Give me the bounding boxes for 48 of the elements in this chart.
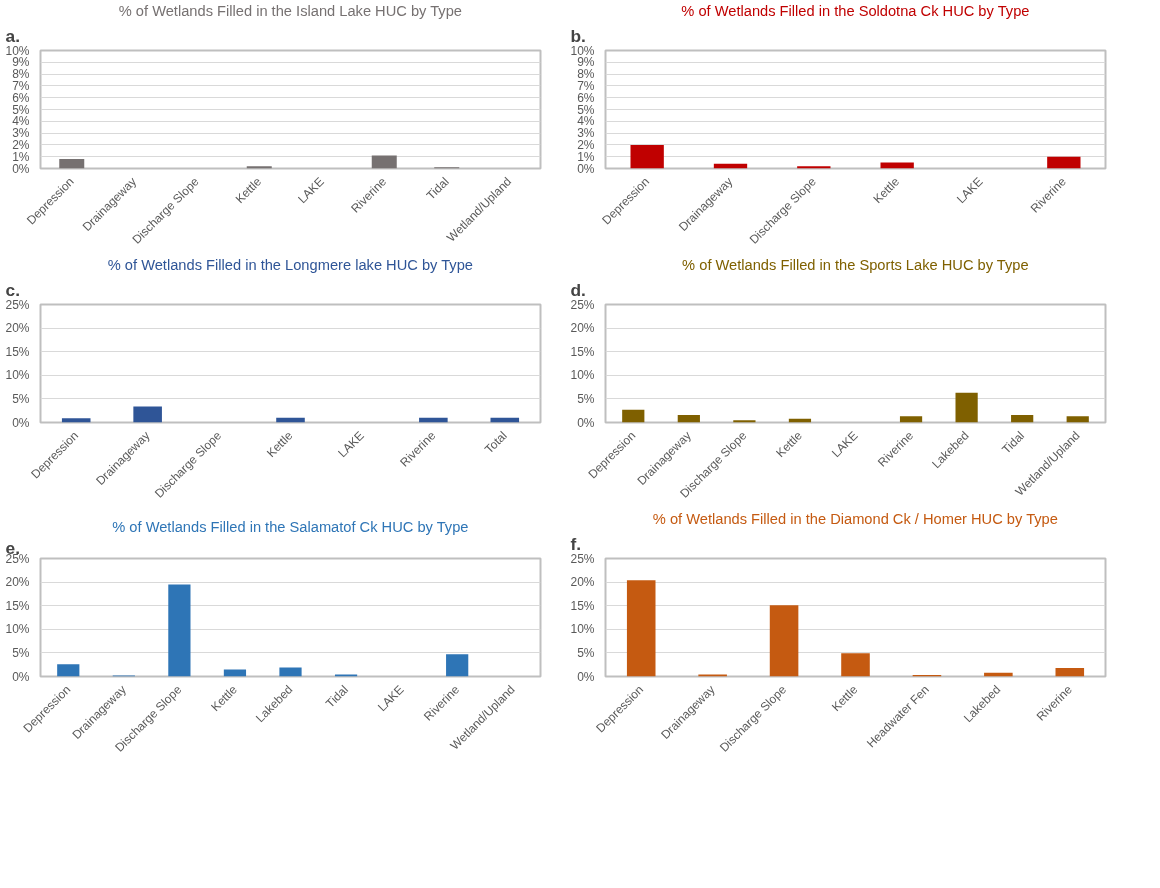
text: c. bbox=[5, 279, 20, 300]
y-tick-label: 15% bbox=[570, 344, 595, 359]
y-tick-label: 10% bbox=[570, 43, 595, 58]
y-tick-label: 5% bbox=[12, 391, 30, 406]
y-tick-label: 9% bbox=[12, 55, 30, 70]
text: f. bbox=[570, 533, 582, 554]
y-tick-label: 6% bbox=[12, 90, 30, 105]
y-tick-label: 5% bbox=[577, 645, 595, 660]
y-tick-label: 15% bbox=[570, 598, 595, 613]
y-tick-label: 20% bbox=[570, 321, 595, 336]
y-tick-label: 10% bbox=[570, 622, 595, 637]
y-tick-label: 1% bbox=[12, 149, 30, 164]
chart-title: % of Wetlands Filled in the Soldotna Ck HUC by Type bbox=[681, 2, 1030, 19]
y-tick-label: 5% bbox=[577, 391, 595, 406]
y-tick-label: 20% bbox=[5, 575, 30, 590]
y-tick-label: 0% bbox=[577, 669, 595, 684]
y-tick-label: 20% bbox=[570, 575, 595, 590]
y-tick-label: 0% bbox=[577, 161, 595, 176]
y-tick-label: 4% bbox=[577, 114, 595, 129]
chart-title: % of Wetlands Filled in the Salamatof Ck HUC by Type bbox=[112, 518, 469, 535]
y-tick-label: 6% bbox=[577, 90, 595, 105]
y-tick-label: 25% bbox=[570, 297, 595, 312]
y-tick-label: 0% bbox=[12, 669, 30, 684]
y-tick-label: 4% bbox=[12, 114, 30, 129]
y-tick-label: 0% bbox=[12, 415, 30, 430]
y-tick-label: 5% bbox=[577, 102, 595, 117]
y-tick-label: 0% bbox=[12, 161, 30, 176]
chart-title: % of Wetlands Filled in the Sports Lake HUC by Type bbox=[682, 256, 1029, 273]
y-tick-label: 15% bbox=[5, 344, 30, 359]
y-tick-label: 20% bbox=[5, 321, 30, 336]
chart-title: % of Wetlands Filled in the Longmere lake HUC by Type bbox=[107, 256, 473, 273]
y-tick-label: 5% bbox=[12, 645, 30, 660]
y-tick-label: 10% bbox=[570, 368, 595, 383]
text: b. bbox=[570, 25, 586, 46]
y-tick-label: 1% bbox=[577, 149, 595, 164]
y-tick-label: 10% bbox=[5, 622, 30, 637]
text: d. bbox=[570, 279, 586, 300]
y-tick-label: 0% bbox=[577, 415, 595, 430]
chart-title: % of Wetlands Filled in the Diamond Ck / Homer HUC by Type bbox=[652, 510, 1058, 527]
y-tick-label: 10% bbox=[5, 43, 30, 58]
chart-title: % of Wetlands Filled in the Island Lake HUC by Type bbox=[118, 2, 462, 19]
y-tick-label: 15% bbox=[5, 598, 30, 613]
y-tick-label: 5% bbox=[12, 102, 30, 117]
text: a. bbox=[5, 25, 20, 46]
y-tick-label: 10% bbox=[5, 368, 30, 383]
y-tick-label: 9% bbox=[577, 55, 595, 70]
y-tick-label: 25% bbox=[5, 297, 30, 312]
y-tick-label: 25% bbox=[570, 551, 595, 566]
